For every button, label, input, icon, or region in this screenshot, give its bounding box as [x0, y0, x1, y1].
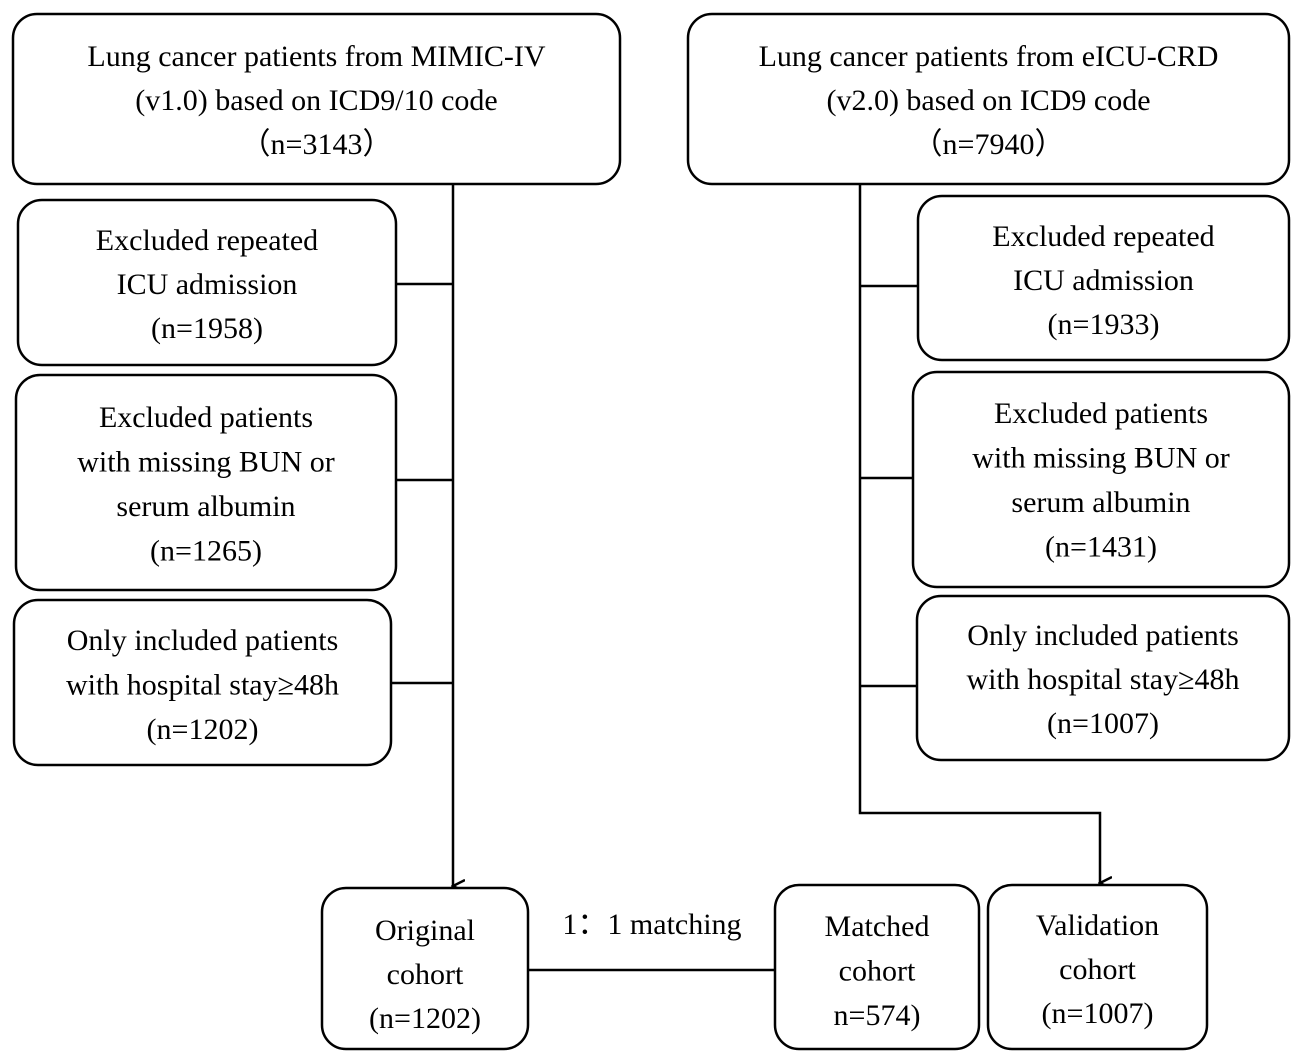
node-text: Only included patients: [67, 624, 339, 657]
node-text: serum albumin: [116, 490, 295, 523]
node-text: (n=1202): [369, 1002, 481, 1035]
node-box: [320, 886, 530, 1051]
node-box: [773, 883, 981, 1051]
node-text: (v2.0) based on ICD9 code: [826, 84, 1150, 117]
node-text: Lung cancer patients from MIMIC-IV: [87, 40, 546, 73]
node-box: [11, 12, 622, 186]
node-box: [911, 370, 1291, 589]
node-box: [12, 598, 393, 767]
node-text: （n=3143）: [241, 128, 393, 161]
node-text: (n=1933): [1048, 308, 1160, 341]
node-text: Only included patients: [967, 619, 1239, 652]
node-text: cohort: [387, 958, 464, 991]
node-text: ICU admission: [1013, 264, 1194, 297]
node-text: ICU admission: [117, 268, 298, 301]
node-text: （n=7940）: [913, 128, 1065, 161]
node-text: (n=1958): [151, 312, 263, 345]
node-text: Excluded patients: [994, 397, 1208, 430]
node-text: Lung cancer patients from eICU-CRD: [759, 40, 1219, 73]
node-text: with missing BUN or: [972, 441, 1230, 474]
node-text: (n=1431): [1045, 530, 1157, 563]
node-box: [16, 198, 398, 367]
edge-label: 1：1 matching: [562, 908, 741, 941]
node-text: (n=1007): [1047, 707, 1159, 740]
node-text: Validation: [1036, 909, 1159, 942]
node-box: [916, 194, 1291, 362]
node-text: Original: [375, 914, 475, 947]
node-box: [686, 12, 1291, 186]
node-box: [915, 594, 1291, 762]
node-text: cohort: [1059, 953, 1136, 986]
node-text: (v1.0) based on ICD9/10 code: [135, 84, 497, 117]
node-text: with hospital stay≥48h: [66, 668, 339, 701]
node-text: Excluded repeated: [96, 224, 318, 257]
node-text: Excluded patients: [99, 401, 313, 434]
node-text: n=574): [834, 999, 921, 1032]
node-text: Matched: [825, 910, 930, 943]
node-text: Excluded repeated: [992, 220, 1214, 253]
node-box: [14, 373, 398, 592]
node-text: cohort: [839, 954, 916, 987]
node-text: serum albumin: [1011, 486, 1190, 519]
node-text: (n=1202): [147, 713, 259, 746]
connector: [858, 184, 1100, 883]
node-text: (n=1007): [1042, 997, 1154, 1030]
node-text: with hospital stay≥48h: [966, 663, 1239, 696]
node-text: with missing BUN or: [77, 445, 335, 478]
connectors: [391, 184, 1100, 972]
node-box: [986, 883, 1209, 1051]
node-text: (n=1265): [150, 534, 262, 567]
